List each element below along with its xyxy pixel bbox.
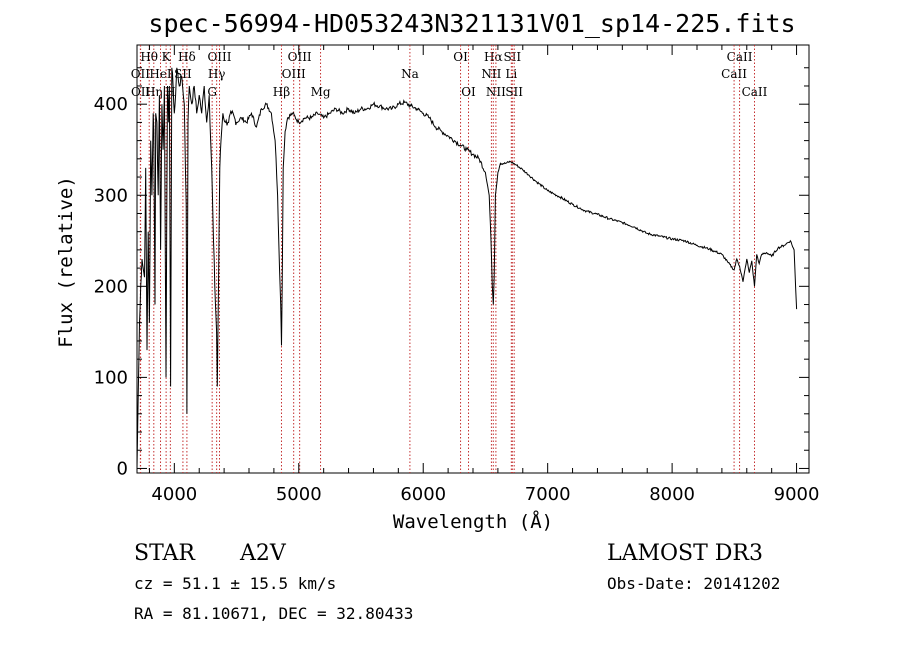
spectral-line-label: SII	[505, 85, 523, 99]
chart-title: spec-56994-HD053243N321131V01_sp14-225.f…	[148, 9, 795, 38]
spectral-line-label: OI	[453, 50, 468, 64]
spectral-line-label: HeI	[149, 67, 172, 81]
spectral-line-label: NII	[486, 85, 506, 99]
y-axis-label: Flux (relative)	[55, 176, 77, 348]
spectral-line-label: CaII	[727, 50, 753, 64]
coordinates-text: RA = 81.10671, DEC = 32.80433	[134, 604, 413, 623]
spectral-line-label: Hα	[484, 50, 503, 64]
redshift-text: cz = 51.1 ± 15.5 km/s	[134, 574, 336, 593]
survey-label: LAMOST DR3	[607, 541, 763, 566]
spectral-line-label: OIII	[282, 67, 306, 81]
spectral-line-label: CaII	[742, 85, 768, 99]
spectral-line-label: Hθ	[140, 50, 158, 64]
spectral-line-label: Na	[401, 67, 419, 81]
obs-date: Obs-Date: 20141202	[607, 574, 780, 593]
x-axis-ticks: 4000 5000 6000 7000 8000 9000	[148, 45, 820, 505]
x-tick-label: 4000	[151, 484, 197, 505]
y-tick-label: 300	[94, 185, 128, 206]
spectral-line-label: Hγ	[208, 67, 226, 81]
plot-frame	[136, 44, 810, 474]
x-axis-label: Wavelength (Å)	[393, 510, 553, 533]
y-tick-label: 400	[94, 94, 128, 115]
x-tick-label: 5000	[276, 484, 322, 505]
spectrum-line	[136, 67, 798, 469]
spectral-line-label: NII	[481, 67, 501, 81]
spectral-class: A2V	[239, 541, 287, 566]
spectral-line-label: CaII	[721, 67, 747, 81]
y-tick-label: 200	[94, 276, 128, 297]
spectral-line-label: H	[165, 85, 175, 99]
spectral-line-label: OI	[461, 85, 476, 99]
y-tick-label: 0	[117, 458, 128, 479]
x-tick-label: 6000	[400, 484, 446, 505]
x-tick-label: 9000	[774, 484, 820, 505]
spectral-line-label: K	[162, 50, 172, 64]
spectral-line-label: SII	[503, 50, 521, 64]
spectral-line-label: OIII	[207, 50, 231, 64]
spectral-line-label: OIII	[288, 50, 312, 64]
spectral-line-label: Hη	[145, 85, 163, 99]
y-tick-label: 100	[94, 367, 128, 388]
object-type: STAR	[134, 541, 196, 566]
spectral-line-label: Li	[505, 67, 517, 81]
x-tick-label: 8000	[649, 484, 695, 505]
spectral-line-label: OII	[131, 85, 151, 99]
spectral-line-label: Hδ	[178, 50, 196, 64]
y-axis-ticks: 0 100 200 300 400	[94, 67, 809, 479]
spectral-line-label: G	[207, 85, 217, 99]
spectral-line-label: Hβ	[273, 85, 290, 99]
x-tick-label: 7000	[525, 484, 571, 505]
spectral-line-label: Mg	[311, 85, 331, 99]
